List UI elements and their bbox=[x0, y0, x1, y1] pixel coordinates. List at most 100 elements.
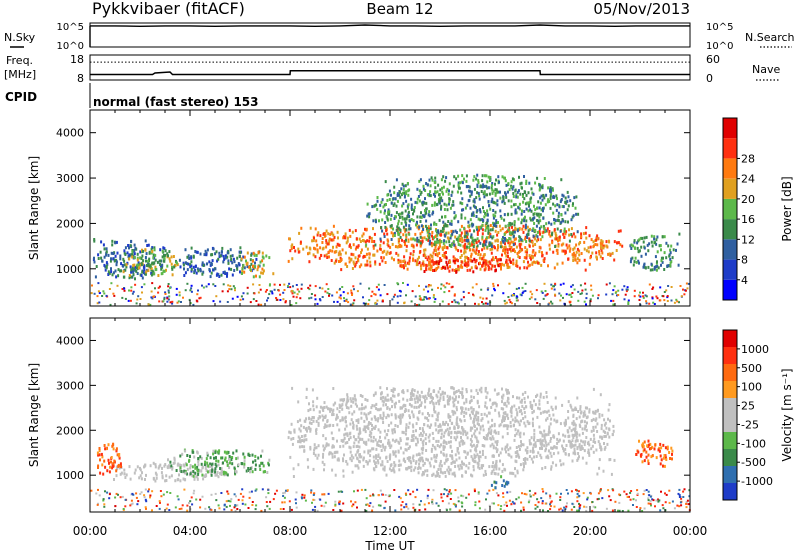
scatter-cell bbox=[474, 260, 477, 264]
scatter-cell bbox=[326, 242, 329, 246]
speckle-cell bbox=[377, 283, 380, 286]
scatter-cell bbox=[523, 197, 526, 201]
scatter-cell bbox=[455, 237, 458, 241]
scatter-cell bbox=[380, 256, 383, 260]
scatter-cell bbox=[561, 261, 564, 265]
scatter-cell bbox=[515, 432, 518, 436]
scatter-cell bbox=[409, 398, 412, 401]
scatter-cell bbox=[331, 452, 334, 456]
scatter-cell bbox=[394, 450, 397, 454]
scatter-cell bbox=[481, 424, 484, 428]
scatter-cell bbox=[352, 400, 355, 404]
scatter-cell bbox=[469, 416, 472, 420]
scatter-cell bbox=[406, 215, 409, 219]
scatter-cell bbox=[492, 256, 495, 260]
scatter-cell bbox=[453, 430, 456, 434]
speckle-cell bbox=[448, 290, 451, 293]
scatter-cell bbox=[438, 196, 441, 200]
scatter-cell bbox=[511, 187, 514, 191]
scatter-cell bbox=[493, 401, 496, 405]
scatter-cell bbox=[542, 224, 545, 228]
scatter-cell bbox=[524, 415, 527, 419]
scatter-cell bbox=[596, 243, 599, 247]
scatter-cell bbox=[382, 205, 385, 209]
scatter-cell bbox=[442, 434, 445, 438]
scatter-cell bbox=[440, 233, 443, 237]
scatter-cell bbox=[514, 434, 517, 438]
scatter-cell bbox=[238, 263, 241, 267]
scatter-cell bbox=[509, 260, 512, 264]
scatter-cell bbox=[172, 255, 175, 258]
scatter-cell bbox=[429, 395, 432, 399]
speckle-cell bbox=[326, 291, 329, 294]
scatter-cell bbox=[442, 448, 445, 451]
scatter-cell bbox=[166, 252, 169, 256]
scatter-cell bbox=[592, 428, 595, 432]
scatter-cell bbox=[463, 401, 466, 405]
scatter-cell bbox=[100, 256, 103, 260]
scatter-cell bbox=[161, 466, 163, 470]
scatter-cell bbox=[220, 473, 223, 476]
nave-label: Nave bbox=[752, 63, 780, 76]
scatter-cell bbox=[560, 213, 563, 216]
scatter-cell bbox=[473, 456, 476, 460]
speckle-cell bbox=[406, 283, 409, 286]
speckle-cell bbox=[236, 295, 239, 298]
scatter-cell bbox=[651, 244, 654, 248]
scatter-cell bbox=[452, 412, 455, 416]
scatter-cell bbox=[428, 236, 431, 240]
speckle-cell bbox=[267, 297, 270, 300]
scatter-cell bbox=[358, 429, 361, 433]
scatter-region bbox=[287, 224, 624, 272]
scatter-cell bbox=[441, 254, 444, 257]
scatter-cell bbox=[357, 466, 360, 470]
speckle-cell bbox=[190, 290, 193, 293]
scatter-cell bbox=[505, 450, 507, 454]
scatter-cell bbox=[407, 447, 410, 450]
scatter-cell bbox=[196, 477, 199, 481]
speckle-cell bbox=[633, 295, 636, 298]
scatter-cell bbox=[439, 257, 442, 260]
scatter-cell bbox=[558, 238, 561, 242]
scatter-cell bbox=[422, 225, 424, 229]
scatter-cell bbox=[143, 264, 146, 268]
scatter-cell bbox=[387, 414, 390, 418]
scatter-cell bbox=[412, 219, 415, 223]
scatter-cell bbox=[480, 413, 483, 416]
speckle-cell bbox=[627, 299, 630, 302]
scatter-cell bbox=[527, 229, 530, 233]
scatter-cell bbox=[502, 424, 505, 428]
scatter-cell bbox=[433, 407, 435, 411]
scatter-cell bbox=[510, 249, 512, 253]
scatter-cell bbox=[210, 263, 213, 266]
speckle-cell bbox=[103, 292, 106, 295]
scatter-cell bbox=[449, 236, 452, 240]
scatter-cell bbox=[515, 408, 518, 412]
scatter-cell bbox=[180, 464, 183, 468]
scatter-cell bbox=[144, 272, 147, 276]
scatter-cell bbox=[525, 182, 528, 185]
scatter-cell bbox=[475, 177, 478, 181]
scatter-cell bbox=[424, 248, 427, 252]
speckle-cell bbox=[219, 300, 222, 303]
scatter-cell bbox=[580, 419, 583, 423]
scatter-cell bbox=[352, 421, 354, 425]
scatter-cell bbox=[510, 407, 513, 411]
scatter-cell bbox=[443, 224, 446, 228]
scatter-cell bbox=[471, 224, 474, 228]
scatter-cell bbox=[513, 438, 516, 442]
scatter-cell bbox=[474, 446, 477, 450]
scatter-cell bbox=[603, 442, 605, 445]
speckle-cell bbox=[295, 296, 298, 299]
scatter-cell bbox=[422, 395, 425, 399]
scatter-cell bbox=[218, 275, 221, 278]
scatter-cell bbox=[568, 249, 571, 253]
scatter-cell bbox=[450, 219, 453, 223]
scatter-cell bbox=[550, 446, 553, 450]
speckle-cell bbox=[339, 297, 342, 300]
scatter-cell bbox=[304, 434, 307, 437]
scatter-cell bbox=[367, 422, 370, 426]
scatter-cell bbox=[451, 409, 454, 413]
scatter-cell bbox=[506, 390, 509, 393]
scatter-cell bbox=[325, 444, 328, 448]
